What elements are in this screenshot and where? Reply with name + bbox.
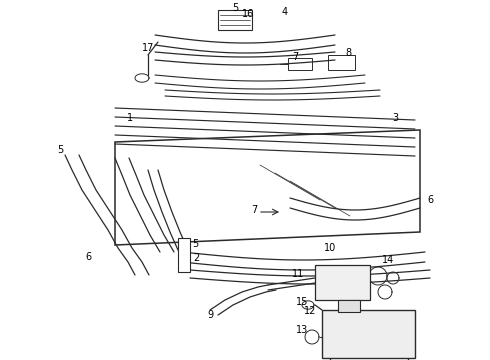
Text: 4: 4 <box>282 7 288 17</box>
Text: 5: 5 <box>57 145 63 155</box>
Text: 3: 3 <box>392 113 398 123</box>
Text: 1: 1 <box>127 113 133 123</box>
Text: 2: 2 <box>193 253 199 263</box>
Text: 13: 13 <box>296 325 308 335</box>
Text: 5: 5 <box>232 3 238 13</box>
Text: 6: 6 <box>427 195 433 205</box>
Text: 17: 17 <box>142 43 154 53</box>
Text: 11: 11 <box>292 269 304 279</box>
Text: 16: 16 <box>242 9 254 19</box>
Text: 8: 8 <box>345 48 351 58</box>
Text: 9: 9 <box>207 310 213 320</box>
Text: 10: 10 <box>324 243 336 253</box>
Text: 12: 12 <box>304 306 316 316</box>
Text: 7: 7 <box>251 205 257 215</box>
Text: 7: 7 <box>292 52 298 62</box>
Text: 14: 14 <box>382 255 394 265</box>
Text: 15: 15 <box>296 297 308 307</box>
Text: 6: 6 <box>85 252 91 262</box>
Polygon shape <box>315 265 370 300</box>
Polygon shape <box>338 300 360 312</box>
Text: 5: 5 <box>192 239 198 249</box>
Polygon shape <box>178 238 190 272</box>
Polygon shape <box>322 310 415 358</box>
